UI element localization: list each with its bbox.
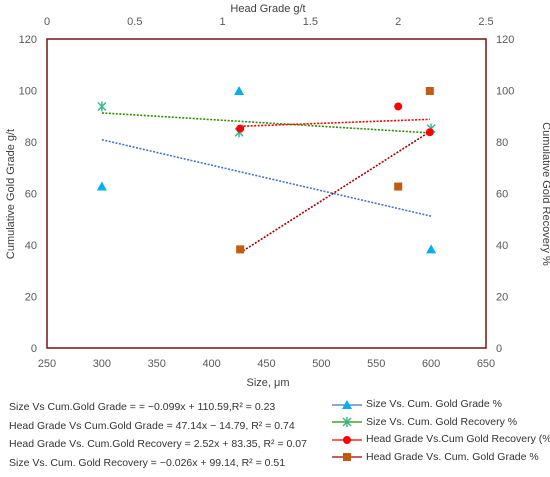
trendline-1 xyxy=(101,112,432,134)
y-right-tick-label: 60 xyxy=(496,189,508,201)
legend-square-icon xyxy=(332,453,362,462)
data-point-circle xyxy=(425,128,434,137)
y-right-tick-label: 80 xyxy=(496,137,508,149)
legend-label: Head Grade Vs. Cum. Gold Grade % xyxy=(366,450,539,463)
data-point-square xyxy=(394,182,403,191)
data-point-triangle xyxy=(96,181,107,191)
y-left-tick-label: 60 xyxy=(25,189,37,201)
trendline-equations: Size Vs Cum.Gold Grade = = −0.099x + 110… xyxy=(9,398,307,472)
x-top-tick-label: 0.5 xyxy=(127,16,142,28)
legend-label: Size Vs. Cum. Gold Grade % xyxy=(366,398,502,410)
x-top-tick-label: 2 xyxy=(395,16,401,28)
y-left-tick-labels: 0 20 40 60 80 100 120 xyxy=(19,34,37,355)
legend-item-head-grade: Head Grade Vs. Cum. Gold Grade % xyxy=(332,449,550,467)
x-bottom-tick-label: 350 xyxy=(148,358,166,370)
x-top-axis-title: Head Grade g/t xyxy=(230,3,305,15)
data-point-square xyxy=(236,245,245,254)
y-left-tick-label: 100 xyxy=(19,86,37,98)
y-left-tick-label: 40 xyxy=(25,240,37,252)
legend-triangle-icon xyxy=(332,399,362,409)
legend-label: Size Vs. Cum. Gold Recovery % xyxy=(366,415,518,428)
legend-item-head-recovery: Head Grade Vs.Cum Gold Recovery (%) xyxy=(332,431,550,449)
x-top-tick-label: 1.5 xyxy=(303,16,318,28)
y-left-tick-label: 80 xyxy=(25,137,37,149)
data-point-circle xyxy=(394,102,403,111)
data-markers xyxy=(96,86,437,254)
legend-star-icon xyxy=(332,417,362,428)
y-left-tick-label: 0 xyxy=(31,343,37,355)
x-bottom-axis-title: Size, μm xyxy=(246,377,289,389)
trendlines xyxy=(101,112,432,254)
chart: Head Grade g/t 0 0.5 1 1.5 2 2.5 0 20 40 60 80 100… xyxy=(5,3,550,389)
equation-head-grade: Head Grade Vs Cum.Gold Grade = 47.14x − … xyxy=(9,419,295,432)
y-right-tick-label: 100 xyxy=(496,86,514,98)
legend-item-size-recovery: Size Vs. Cum. Gold Recovery % xyxy=(332,414,550,432)
x-top-tick-label: 2.5 xyxy=(478,16,493,28)
legend-item-size-grade: Size Vs. Cum. Gold Grade % xyxy=(332,396,550,414)
data-point-square xyxy=(425,87,434,96)
equation-size-recovery: Size Vs. Cum. Gold Recovery = −0.026x + … xyxy=(9,456,286,469)
data-point-triangle xyxy=(426,244,437,254)
y-right-tick-label: 0 xyxy=(496,343,502,355)
y-right-tick-label: 40 xyxy=(496,240,508,252)
x-bottom-tick-label: 400 xyxy=(202,358,220,370)
x-bottom-tick-label: 300 xyxy=(93,358,111,370)
data-point-star xyxy=(97,101,107,112)
data-point-circle xyxy=(236,124,245,133)
x-bottom-tick-label: 450 xyxy=(257,358,275,370)
x-top-tick-label: 0 xyxy=(44,16,50,28)
equation-size-grade: Size Vs Cum.Gold Grade = = −0.099x + 110… xyxy=(9,401,276,413)
y-right-tick-labels: 0 20 40 60 80 100 120 xyxy=(496,34,514,355)
y-left-tick-label: 120 xyxy=(19,34,37,46)
x-bottom-tick-label: 550 xyxy=(367,358,385,370)
y-left-axis-title: Cumulative Gold Grade g/t xyxy=(5,129,17,259)
legend: Size Vs. Cum. Gold Grade % Size Vs. Cum.… xyxy=(332,396,550,466)
legend-circle-icon xyxy=(332,435,362,444)
x-bottom-tick-labels: 250 300 350 400 450 500 550 600 650 xyxy=(38,358,495,370)
x-bottom-tick-label: 500 xyxy=(312,358,330,370)
y-right-tick-label: 20 xyxy=(496,292,508,304)
x-top-tick-label: 1 xyxy=(220,16,226,28)
x-bottom-tick-label: 650 xyxy=(477,358,495,370)
trendline-2 xyxy=(240,118,430,128)
y-right-tick-label: 120 xyxy=(496,34,514,46)
trendline-0 xyxy=(101,138,432,217)
y-left-tick-label: 20 xyxy=(25,292,37,304)
x-top-tick-labels: 0 0.5 1 1.5 2 2.5 xyxy=(44,16,494,28)
legend-label: Head Grade Vs.Cum Gold Recovery (%) xyxy=(366,433,550,445)
plot-area-border xyxy=(46,38,487,349)
x-bottom-tick-label: 600 xyxy=(422,358,440,370)
equation-head-recovery: Head Grade Vs. Cum.Gold Recovery = 2.52x… xyxy=(9,438,307,450)
y-right-axis-title: Cumulative Gold Recovery % xyxy=(540,122,550,266)
data-point-triangle xyxy=(234,86,245,96)
trendline-3 xyxy=(239,131,431,254)
x-bottom-tick-label: 250 xyxy=(38,358,56,370)
